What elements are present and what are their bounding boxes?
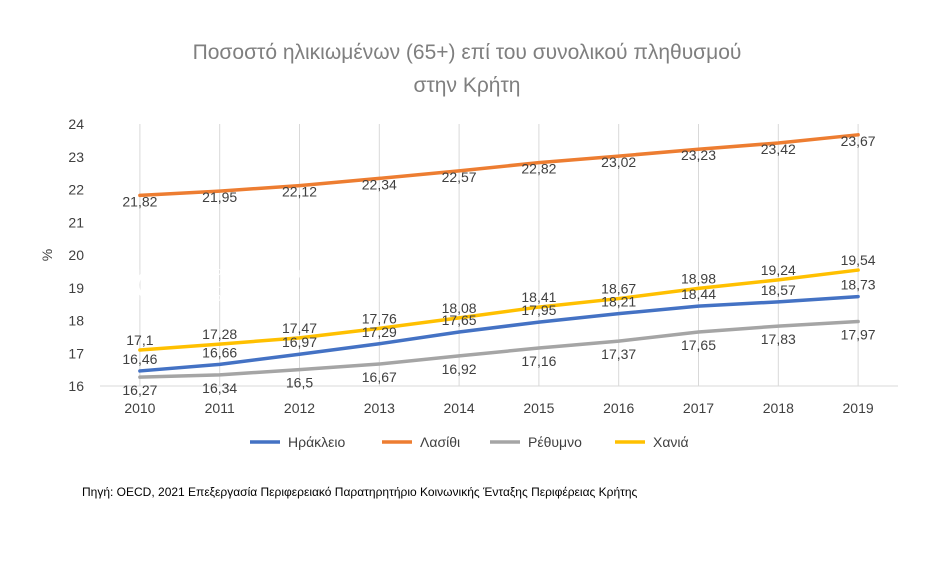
data-label: 18,08	[442, 300, 477, 316]
watermark-logo-icon	[108, 266, 172, 304]
data-label: 16,97	[282, 334, 317, 350]
chart-title-line2: στην Κρήτη	[414, 74, 521, 97]
data-label: 19,24	[761, 262, 796, 278]
data-label: 17,1	[126, 332, 153, 348]
series-line-2	[138, 133, 860, 198]
data-label: 18,98	[681, 270, 716, 286]
data-label: 23,67	[841, 133, 876, 149]
data-label: 17,28	[202, 326, 237, 342]
data-label: 17,65	[681, 337, 716, 353]
x-tick-label: 2019	[843, 400, 874, 416]
x-tick-label: 2018	[763, 400, 794, 416]
data-label: 16,27	[122, 382, 157, 398]
data-label: 17,16	[521, 353, 556, 369]
x-axis: 2010 2011 2012 2013 2014 2015 2016 2017 2018 2019	[100, 385, 898, 416]
y-tick-label: 19	[68, 280, 84, 296]
data-label: 17,95	[521, 302, 556, 318]
legend: Ηράκλειο Λασίθι Ρέθυμνο Χανιά	[250, 434, 689, 450]
data-label: 23,02	[601, 154, 636, 170]
data-label: 17,37	[601, 346, 636, 362]
series	[138, 133, 860, 379]
legend-label: Ρέθυμνο	[528, 434, 582, 450]
watermark-line1: Περιφερειακό Παρατηρητήριο	[193, 266, 336, 278]
data-label: 17,47	[282, 320, 317, 336]
data-label: 18,73	[841, 277, 876, 293]
x-tick-label: 2015	[523, 400, 554, 416]
legend-label: Ηράκλειο	[288, 434, 346, 450]
data-label: 18,41	[521, 289, 556, 305]
data-label: 22,12	[282, 184, 317, 200]
watermark: Περιφερειακό Παρατηρητήριο Κοινωνικής Έν…	[108, 266, 336, 304]
series-line-3	[138, 319, 860, 379]
data-label: 23,23	[681, 147, 716, 163]
data-label: 23,42	[761, 141, 796, 157]
data-label: 17,83	[761, 331, 796, 347]
y-tick-label: 18	[68, 313, 84, 329]
y-tick-label: 20	[68, 247, 84, 263]
data-labels: 16,46 16,66 16,97 17,29 17,65 17,95 18,21 18,44…	[122, 133, 875, 398]
x-tick-label: 2014	[444, 400, 475, 416]
data-label: 18,57	[761, 282, 796, 298]
legend-label: Χανιά	[653, 434, 689, 450]
data-label: 17,76	[362, 310, 397, 326]
x-tick-label: 2010	[124, 400, 155, 416]
y-tick-label: 22	[68, 182, 84, 198]
source-note: Πηγή: OECD, 2021 Επεξεργασία Περιφερειακ…	[82, 485, 638, 499]
data-label: 21,95	[202, 189, 237, 205]
y-axis: 16 17 18 19 20 21 22 23 24	[68, 116, 84, 394]
x-tick-label: 2013	[364, 400, 395, 416]
data-label: 22,57	[442, 169, 477, 185]
series-line-1	[138, 294, 860, 373]
y-axis-title: %	[39, 249, 55, 261]
data-label: 17,65	[442, 312, 477, 328]
data-label: 21,82	[122, 193, 157, 209]
y-tick-label: 21	[68, 214, 84, 230]
data-label: 16,66	[202, 344, 237, 360]
x-tick-label: 2012	[284, 400, 315, 416]
data-label: 22,82	[521, 161, 556, 177]
x-tick-label: 2011	[205, 400, 235, 416]
data-label: 16,34	[202, 380, 237, 396]
data-label: 22,34	[362, 176, 397, 192]
data-label: 17,29	[362, 324, 397, 340]
data-label: 16,67	[362, 369, 397, 385]
y-tick-label: 17	[68, 345, 84, 361]
watermark-line3: περιφέρειας κρήτης	[193, 292, 288, 304]
x-tick-label: 2016	[603, 400, 634, 416]
data-label: 19,54	[841, 252, 876, 268]
data-label: 16,92	[442, 361, 477, 377]
data-label: 17,97	[841, 326, 876, 342]
data-label: 16,46	[122, 351, 157, 367]
series-line-4	[138, 268, 860, 352]
chart-title-line1: Ποσοστό ηλικιωμένων (65+) επί του συνολι…	[193, 41, 742, 64]
data-label: 18,21	[601, 294, 636, 310]
y-tick-label: 24	[68, 116, 84, 132]
y-tick-label: 16	[68, 378, 84, 394]
data-label: 16,5	[286, 375, 313, 391]
data-label: 18,67	[601, 281, 636, 297]
data-label: 18,44	[681, 286, 716, 302]
y-tick-label: 23	[68, 149, 84, 165]
legend-label: Λασίθι	[420, 434, 460, 450]
watermark-line2: Κοινωνικής Ένταξης	[193, 279, 292, 291]
x-tick-label: 2017	[683, 400, 714, 416]
